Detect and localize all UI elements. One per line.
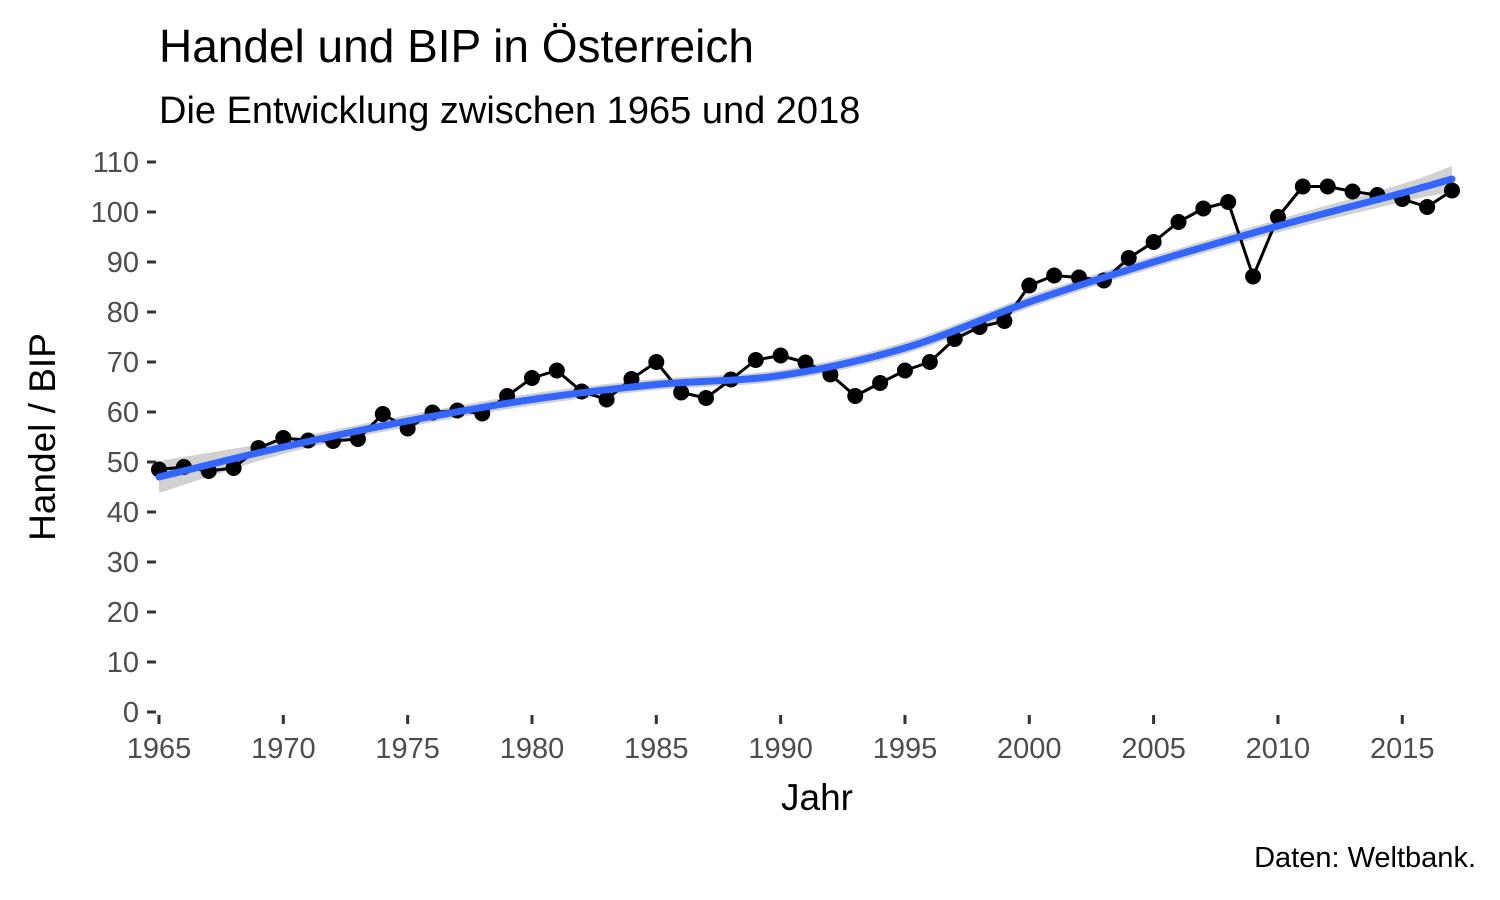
- data-point: [673, 384, 690, 401]
- x-tick-label: 1980: [500, 733, 565, 765]
- data-point: [225, 460, 242, 476]
- data-point: [648, 354, 665, 370]
- x-tick-label: 1970: [251, 733, 316, 765]
- data-point: [1170, 214, 1187, 230]
- data-point: [847, 388, 864, 404]
- x-axis-title: Jahr: [781, 777, 853, 818]
- y-tick-label: 110: [93, 147, 139, 179]
- y-tick-label: 30: [107, 547, 139, 579]
- x-tick-label: 2000: [997, 733, 1062, 765]
- x-tick-label: 1975: [375, 733, 440, 765]
- chart-caption: Daten: Weltbank.: [1254, 842, 1476, 874]
- y-tick-label: 80: [107, 297, 139, 329]
- data-point: [698, 390, 715, 406]
- y-tick-label: 60: [107, 397, 139, 429]
- y-tick-label: 90: [107, 247, 139, 279]
- data-point: [797, 354, 814, 371]
- y-tick-label: 0: [123, 697, 139, 729]
- data-point: [1419, 199, 1436, 215]
- x-tick-label: 1990: [748, 733, 813, 765]
- chart-title: Handel und BIP in Österreich: [159, 20, 754, 72]
- data-point: [548, 362, 565, 379]
- x-tick-label: 2005: [1121, 733, 1186, 765]
- smooth-trend-group: [155, 175, 1456, 481]
- data-point: [772, 347, 789, 364]
- x-tick-label: 1985: [624, 733, 689, 765]
- y-tick-label: 40: [107, 497, 139, 529]
- x-tick-label: 2015: [1370, 733, 1435, 765]
- data-point: [374, 406, 391, 422]
- data-point: [1344, 183, 1361, 200]
- data-point: [1319, 178, 1336, 195]
- x-tick-label: 2010: [1246, 733, 1311, 765]
- y-tick-label: 50: [107, 447, 139, 479]
- data-point: [996, 313, 1013, 329]
- chart-subtitle: Die Entwicklung zwischen 1965 und 2018: [159, 90, 861, 132]
- x-tick-label: 1995: [873, 733, 938, 765]
- data-point: [1120, 250, 1137, 266]
- x-axis: 1965 1970 1975 1980 1985 1990 1995 2000 2005 2010…: [127, 715, 1435, 765]
- y-axis-title: Handel / BIP: [22, 333, 63, 541]
- y-axis: 0 10 20 30 40 50 60 70 80 90 100 110: [91, 147, 156, 729]
- smooth-trend-line: [155, 175, 1456, 481]
- y-tick-label: 100: [91, 197, 139, 229]
- x-tick-label: 1965: [127, 733, 192, 765]
- data-point: [1444, 182, 1460, 199]
- data-point: [896, 362, 913, 379]
- y-tick-label: 20: [107, 597, 139, 629]
- data-point: [1021, 277, 1038, 294]
- y-tick-label: 70: [107, 347, 139, 379]
- data-point: [1220, 194, 1237, 210]
- data-point: [747, 352, 764, 368]
- data-point: [523, 370, 540, 386]
- data-point: [275, 430, 292, 446]
- data-point: [623, 371, 640, 387]
- data-point: [1145, 234, 1162, 250]
- data-point: [1269, 209, 1286, 225]
- data-point: [1046, 267, 1063, 284]
- data-point: [1245, 268, 1262, 285]
- data-point: [1195, 200, 1212, 217]
- data-point: [872, 375, 889, 391]
- data-point: [598, 391, 615, 408]
- data-point: [1294, 178, 1311, 195]
- data-point: [921, 354, 938, 370]
- y-tick-label: 10: [107, 647, 139, 679]
